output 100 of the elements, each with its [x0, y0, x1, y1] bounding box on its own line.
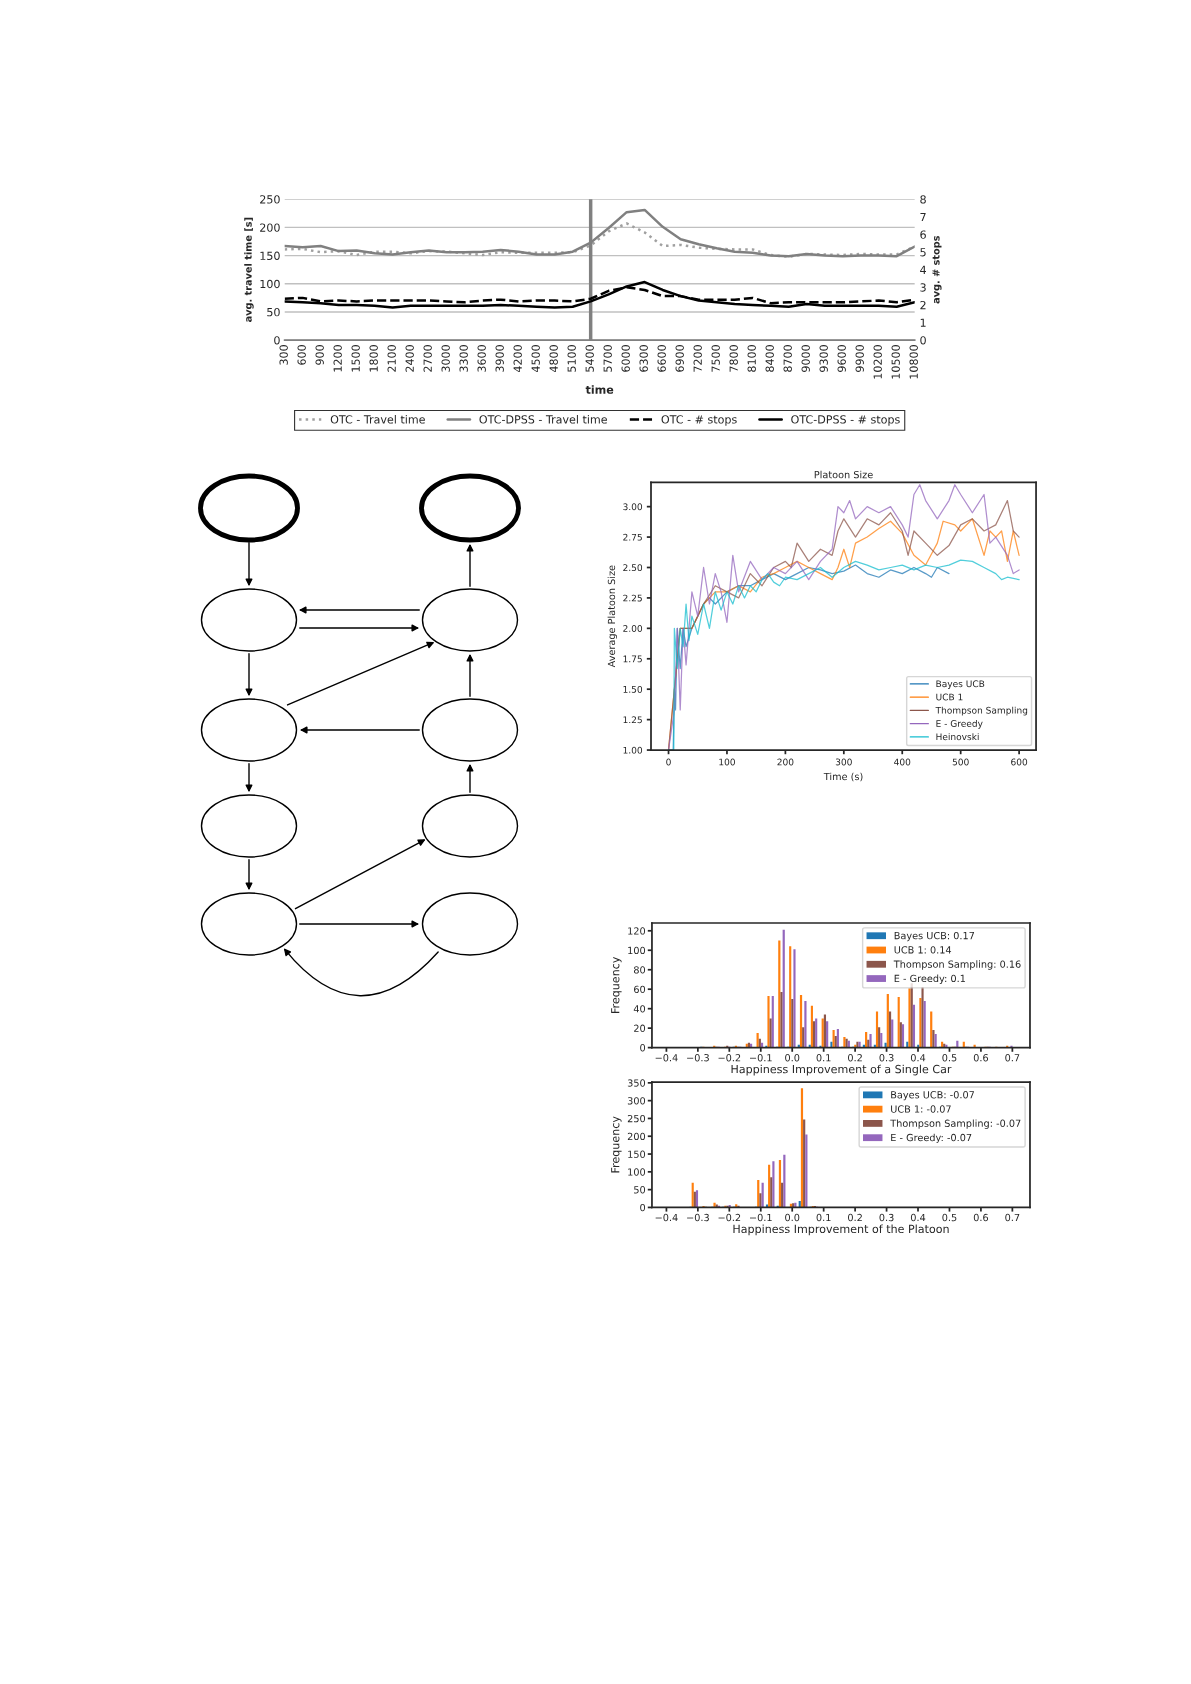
y-tick-label: 3.00: [623, 503, 643, 511]
legend-label: Thompson Sampling: 0.16: [893, 960, 1021, 970]
x-tick-label: 0.0: [785, 1054, 800, 1062]
x-tick-label: 8700: [783, 345, 792, 372]
y2-tick-label: 5: [920, 248, 926, 257]
legend-label: Heinovski: [936, 733, 979, 741]
x-tick-label: 400: [894, 758, 911, 766]
y2-tick-label: 8: [920, 195, 926, 204]
y-tick-label: 80: [633, 966, 646, 974]
legend-label: UCB 1: -0.07: [891, 1105, 951, 1113]
x-tick-label: 0.7: [1005, 1213, 1020, 1222]
x-tick-label: 0.1: [816, 1054, 831, 1062]
x-tick-label: 10200: [873, 345, 882, 379]
x-tick-label: 2100: [387, 345, 396, 372]
y-tick-label: 150: [628, 1150, 646, 1158]
x-tick-label: 7200: [693, 345, 702, 372]
x-tick-label: 0.6: [973, 1054, 989, 1062]
x-tick-label: 0.7: [1005, 1054, 1020, 1062]
legend-label: Bayes UCB: 0.17: [894, 931, 975, 942]
y-axis-title: Frequency: [611, 956, 622, 1013]
x-tick-label: 3600: [477, 345, 486, 372]
y-axis-title: Average Platoon Size: [607, 565, 618, 668]
x-tick-label: 1200: [333, 345, 342, 372]
legend-label: Thompson Sampling: [935, 706, 1028, 716]
x-tick-label: 6000: [621, 345, 630, 372]
chart-title: Platoon Size: [814, 470, 873, 479]
x-tick-label: 1500: [351, 345, 360, 372]
x-tick-label: 10500: [891, 345, 900, 379]
y2-tick-label: 7: [920, 212, 926, 222]
y2-tick-label: 2: [920, 300, 926, 310]
legend-label: OTC-DPSS - Travel time: [479, 415, 607, 424]
legend-label: E - Greedy: 0.1: [894, 974, 966, 984]
x-tick-label: 9000: [801, 345, 810, 372]
x-tick-label: −0.4: [655, 1213, 678, 1222]
x-tick-label: 500: [952, 758, 969, 766]
x-tick-label: 3900: [495, 345, 504, 372]
legend-label: Bayes UCB: [936, 680, 985, 689]
y-tick-label: 1.50: [623, 685, 643, 693]
legend-label: OTC-DPSS - # stops: [791, 415, 900, 426]
legend-label: E - Greedy: -0.07: [891, 1133, 972, 1144]
x-tick-label: 0.6: [973, 1213, 989, 1222]
x-tick-label: 4800: [549, 345, 558, 373]
x-tick-label: −0.1: [749, 1054, 772, 1062]
y-tick-label: 2.00: [623, 625, 643, 632]
x-tick-label: 9600: [837, 345, 846, 372]
x-axis-title: Happiness Improvement of the Platoon: [733, 1224, 949, 1236]
y2-tick-label: 0: [920, 336, 926, 345]
y-tick-label: 60: [634, 985, 646, 994]
y-tick-label: 120: [628, 927, 646, 935]
y-tick-label: 150: [260, 251, 280, 260]
x-tick-label: 0: [666, 758, 671, 766]
y-tick-label: 2.25: [623, 594, 642, 602]
x-tick-label: 0.5: [942, 1213, 957, 1222]
x-tick-label: 7500: [711, 345, 720, 372]
x-tick-label: −0.3: [687, 1213, 709, 1222]
legend-label: Thompson Sampling: -0.07: [890, 1119, 1021, 1129]
x-axis-title: time: [585, 385, 614, 394]
y-tick-label: 50: [267, 307, 280, 317]
y-tick-label: 200: [260, 223, 280, 232]
y-tick-label: 250: [260, 195, 280, 204]
y-tick-label: 2.75: [623, 533, 642, 541]
legend-label: OTC - # stops: [661, 415, 737, 426]
y2-tick-label: 6: [920, 230, 926, 239]
x-tick-label: 6300: [639, 345, 648, 372]
x-tick-label: 4200: [513, 345, 522, 373]
y-tick-label: 350: [627, 1079, 646, 1087]
y-tick-label: 1.25: [623, 716, 642, 724]
x-tick-label: 5100: [567, 345, 576, 372]
x-axis-title: Time (s): [823, 772, 863, 782]
x-tick-label: −0.2: [718, 1213, 741, 1222]
y-tick-label: 250: [627, 1114, 646, 1123]
y-tick-label: 40: [633, 1005, 646, 1013]
x-tick-label: 0.2: [848, 1213, 862, 1222]
y-tick-label: 0: [640, 1044, 646, 1052]
x-tick-label: 8400: [765, 345, 774, 372]
x-tick-label: 300: [835, 758, 852, 766]
x-tick-label: 9300: [819, 345, 828, 372]
legend-label: Bayes UCB: -0.07: [891, 1091, 975, 1101]
y2-tick-label: 1: [920, 318, 926, 327]
x-tick-label: −0.4: [655, 1054, 678, 1062]
y-tick-label: 1.00: [623, 746, 643, 754]
x-tick-label: 2700: [423, 345, 432, 372]
y-tick-label: 100: [260, 279, 280, 289]
x-tick-label: 6900: [675, 345, 684, 372]
y-tick-label: 300: [627, 1097, 646, 1105]
x-tick-label: 0.1: [816, 1213, 831, 1222]
y-axis-title: Frequency: [611, 1116, 622, 1173]
x-tick-label: 4500: [531, 345, 540, 373]
x-tick-label: 0.2: [848, 1054, 862, 1062]
y-tick-label: 50: [634, 1186, 646, 1194]
x-tick-label: 0.5: [942, 1054, 957, 1062]
legend-label: E - Greedy: [936, 719, 983, 729]
x-tick-label: 600: [297, 345, 306, 365]
x-tick-label: 7800: [729, 345, 738, 372]
x-tick-label: 0.3: [879, 1213, 894, 1222]
x-tick-label: 5700: [603, 345, 612, 372]
y2-tick-label: 3: [920, 283, 926, 292]
y-tick-label: 1.75: [623, 655, 642, 663]
y-tick-label: 2.50: [623, 564, 643, 572]
x-tick-label: 3300: [459, 345, 468, 372]
